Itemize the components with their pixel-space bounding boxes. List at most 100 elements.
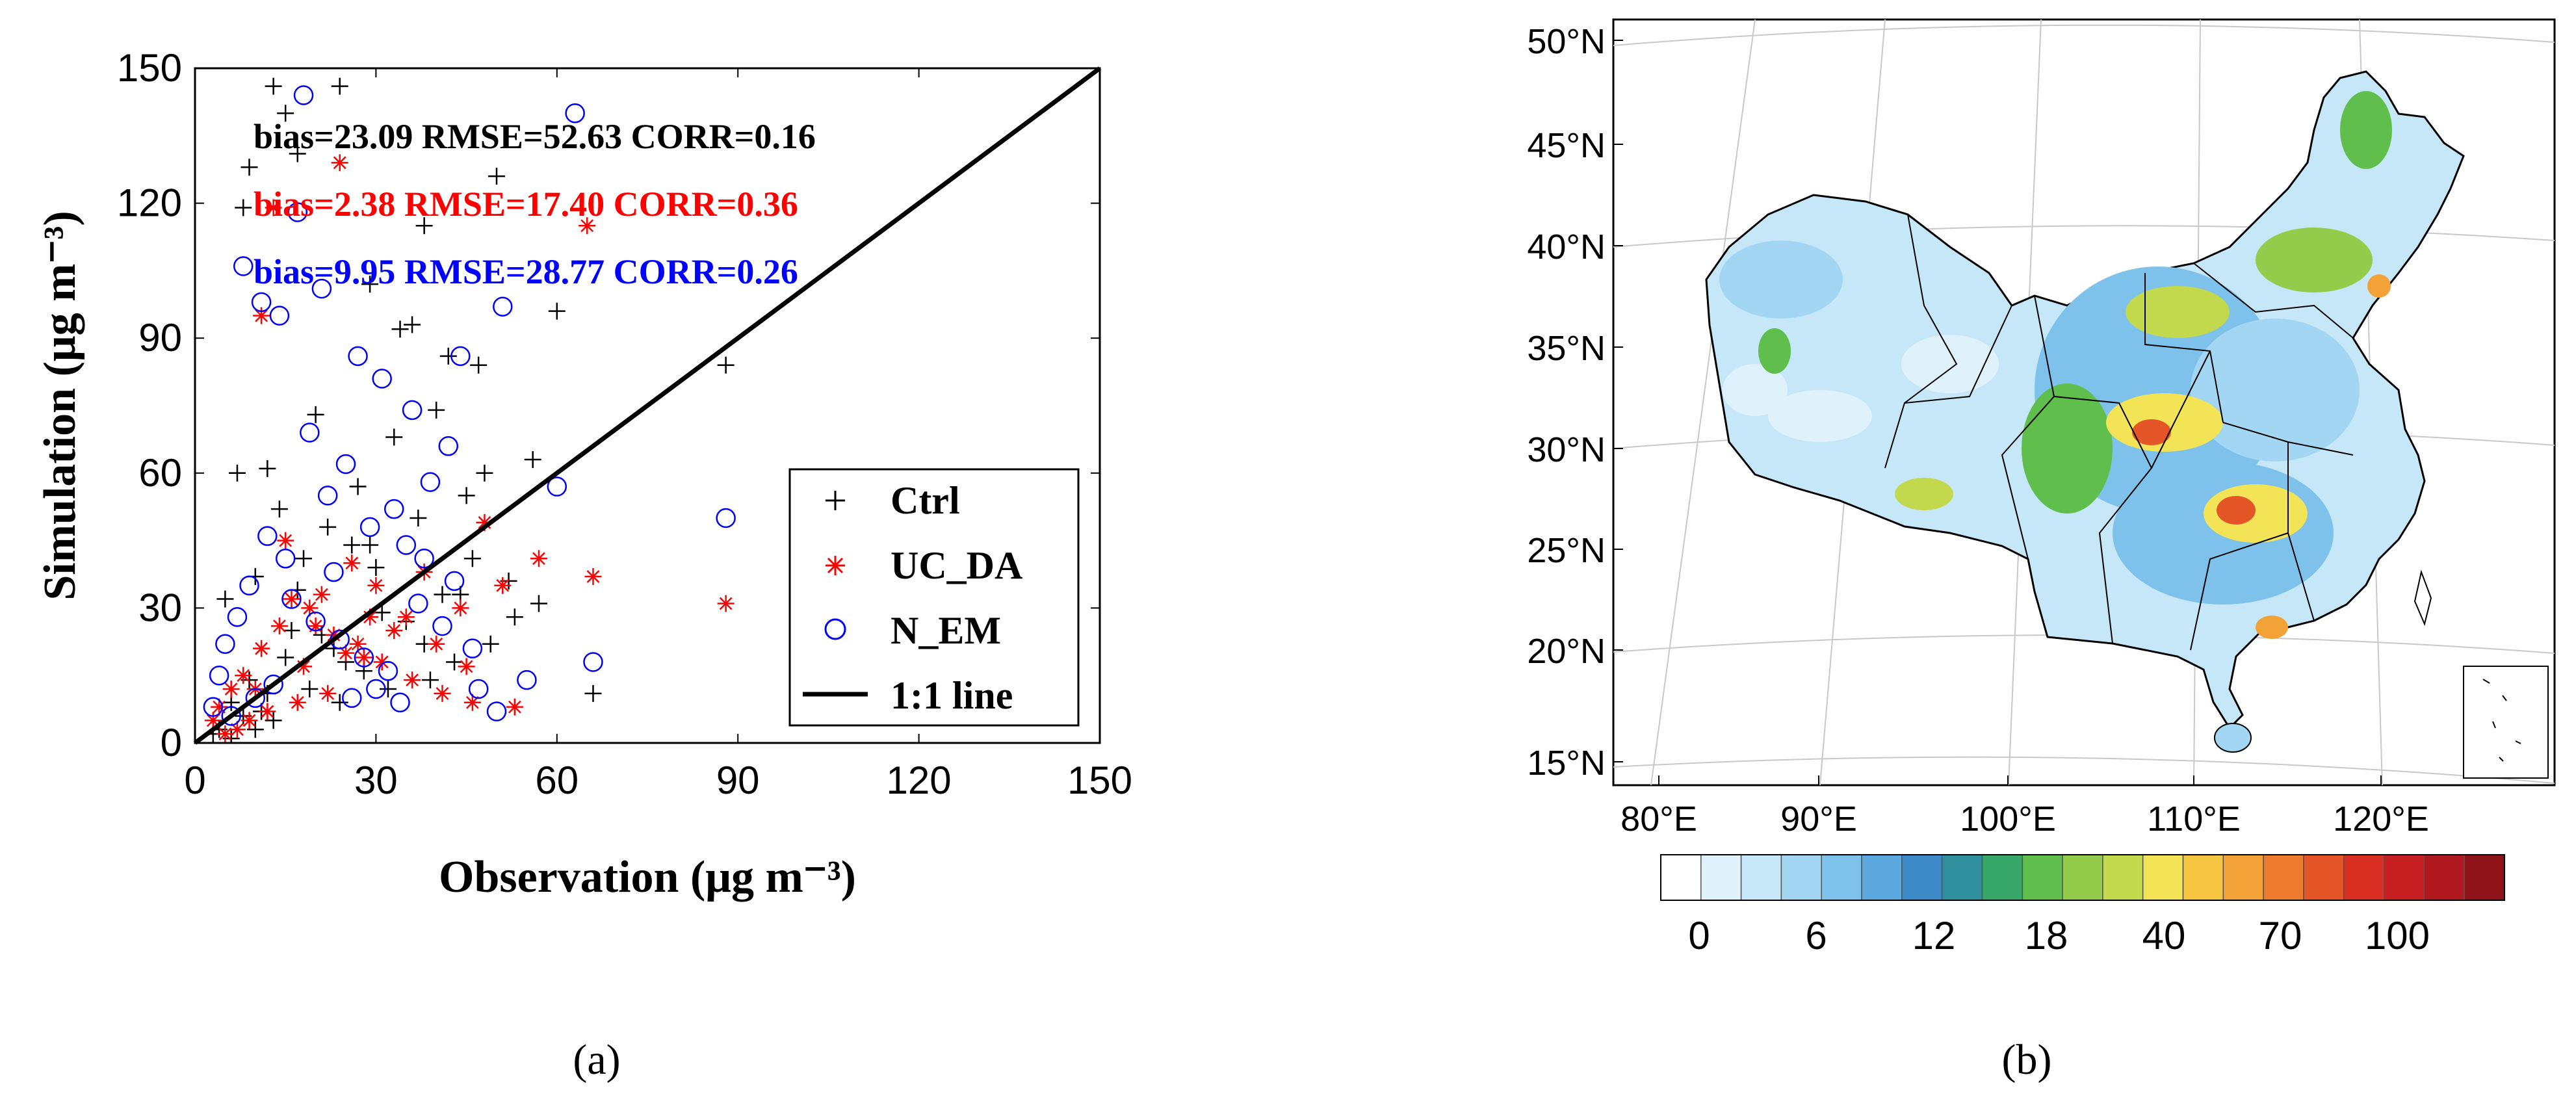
lat-tick-label: 30°N bbox=[1527, 430, 1606, 469]
stats-line-ctrl: bias=23.09 RMSE=52.63 CORR=0.16 bbox=[254, 117, 816, 156]
point-n-em bbox=[342, 688, 362, 708]
point-uc-da bbox=[216, 725, 234, 743]
map-blob bbox=[1723, 364, 1788, 416]
colorbar-swatch bbox=[1941, 854, 1983, 901]
point-n-em bbox=[251, 292, 272, 313]
lon-tick-label: 110°E bbox=[2147, 800, 2241, 838]
point-n-em bbox=[317, 486, 338, 506]
scatter-legend: Ctrl UC_DA N_EM 1:1 line bbox=[788, 468, 1080, 727]
x-tick-label: 90 bbox=[716, 759, 760, 802]
point-n-em bbox=[311, 278, 332, 299]
colorbar bbox=[1660, 854, 2505, 901]
point-n-em bbox=[203, 697, 224, 717]
y-tick-label: 0 bbox=[161, 721, 182, 764]
stats-line-ucda: bias=2.38 RMSE=17.40 CORR=0.36 bbox=[254, 185, 798, 224]
point-uc-da bbox=[331, 154, 348, 172]
colorbar-swatch bbox=[2263, 854, 2304, 901]
legend-marker-ucda bbox=[826, 556, 845, 575]
colorbar-swatch bbox=[1901, 854, 1943, 901]
legend-label-ref: 1:1 line bbox=[891, 674, 1013, 717]
point-uc-da bbox=[458, 658, 475, 675]
point-n-em bbox=[366, 679, 386, 699]
point-n-em bbox=[390, 692, 410, 712]
legend-label-ucda: UC_DA bbox=[891, 544, 1022, 587]
point-n-em bbox=[716, 508, 736, 528]
point-ctrl bbox=[235, 199, 252, 216]
panel-label-a: (a) bbox=[573, 1036, 620, 1084]
point-n-em bbox=[517, 670, 537, 690]
point-uc-da bbox=[253, 640, 270, 657]
point-ctrl bbox=[277, 105, 294, 122]
map-content bbox=[1613, 20, 2555, 785]
map-blob bbox=[2191, 318, 2360, 462]
point-n-em bbox=[227, 606, 248, 627]
point-ctrl bbox=[259, 460, 276, 477]
point-n-em bbox=[239, 575, 259, 596]
point-ctrl bbox=[301, 680, 319, 697]
x-axis-label: Observation (μg m⁻³) bbox=[439, 852, 856, 902]
colorbar-swatch bbox=[2222, 854, 2264, 901]
colorbar-tick-label: 40 bbox=[2142, 914, 2186, 957]
point-ctrl bbox=[379, 680, 397, 697]
lat-tick-label: 20°N bbox=[1527, 632, 1606, 671]
scatter-panel: 0 30 60 90 120 150 0 30 60 90 120 150 bias=23.09 RM… bbox=[35, 46, 1132, 1084]
colorbar-tick-label: 12 bbox=[1912, 914, 1956, 957]
colorbar-tick-label: 100 bbox=[2365, 914, 2430, 957]
map-blob bbox=[1719, 240, 1843, 318]
legend-label-nem: N_EM bbox=[891, 609, 1001, 652]
point-ctrl bbox=[319, 518, 337, 536]
point-n-em bbox=[287, 202, 308, 222]
point-n-em bbox=[300, 422, 320, 443]
map-blob bbox=[1758, 328, 1791, 374]
point-n-em bbox=[493, 296, 513, 317]
point-uc-da bbox=[343, 554, 361, 572]
y-tick-label: 30 bbox=[138, 586, 182, 629]
point-ctrl bbox=[530, 595, 547, 612]
point-ctrl bbox=[331, 77, 348, 95]
point-uc-da bbox=[222, 680, 240, 697]
point-uc-da bbox=[506, 698, 523, 716]
colorbar-swatch bbox=[1700, 854, 1742, 901]
point-ctrl bbox=[307, 406, 324, 423]
point-uc-da bbox=[434, 684, 451, 702]
inset-islands bbox=[2482, 679, 2521, 762]
point-n-em bbox=[396, 535, 417, 555]
colorbar-tick-label: 18 bbox=[2025, 914, 2068, 957]
y-tick-label: 90 bbox=[138, 316, 182, 359]
point-n-em bbox=[547, 476, 567, 497]
point-n-em bbox=[444, 571, 465, 592]
point-ctrl bbox=[241, 159, 258, 176]
colorbar-swatch bbox=[2142, 854, 2184, 901]
taiwan-island bbox=[2413, 569, 2432, 627]
colorbar-swatch bbox=[1660, 854, 1702, 901]
lat-tick-label: 15°N bbox=[1527, 744, 1606, 783]
point-uc-da bbox=[397, 608, 415, 626]
point-ctrl bbox=[458, 487, 475, 504]
point-ctrl bbox=[349, 478, 367, 495]
point-n-em bbox=[306, 611, 326, 632]
point-n-em bbox=[583, 652, 603, 672]
point-n-em bbox=[384, 499, 404, 519]
point-ctrl bbox=[717, 356, 735, 374]
point-n-em bbox=[420, 472, 441, 492]
colorbar-swatch bbox=[2022, 854, 2063, 901]
y-axis-label: Simulation (μg m⁻³) bbox=[35, 211, 85, 600]
lon-tick-label: 120°E bbox=[2333, 800, 2429, 838]
x-tick-label: 0 bbox=[184, 759, 205, 802]
point-n-em bbox=[450, 346, 471, 367]
point-ctrl bbox=[265, 712, 282, 729]
map-blob bbox=[1768, 390, 1872, 442]
point-ctrl bbox=[289, 145, 306, 162]
colorbar-swatch bbox=[1861, 854, 1903, 901]
point-n-em bbox=[269, 306, 290, 326]
point-n-em bbox=[372, 369, 392, 389]
colorbar-swatch bbox=[2062, 854, 2103, 901]
point-n-em bbox=[378, 661, 398, 681]
legend-label-ctrl: Ctrl bbox=[891, 479, 960, 522]
legend-marker-ctrl bbox=[826, 491, 845, 510]
y-tick-label: 120 bbox=[117, 181, 182, 225]
x-tick-label: 60 bbox=[535, 759, 579, 802]
point-n-em bbox=[402, 400, 423, 421]
point-ctrl bbox=[410, 510, 427, 526]
